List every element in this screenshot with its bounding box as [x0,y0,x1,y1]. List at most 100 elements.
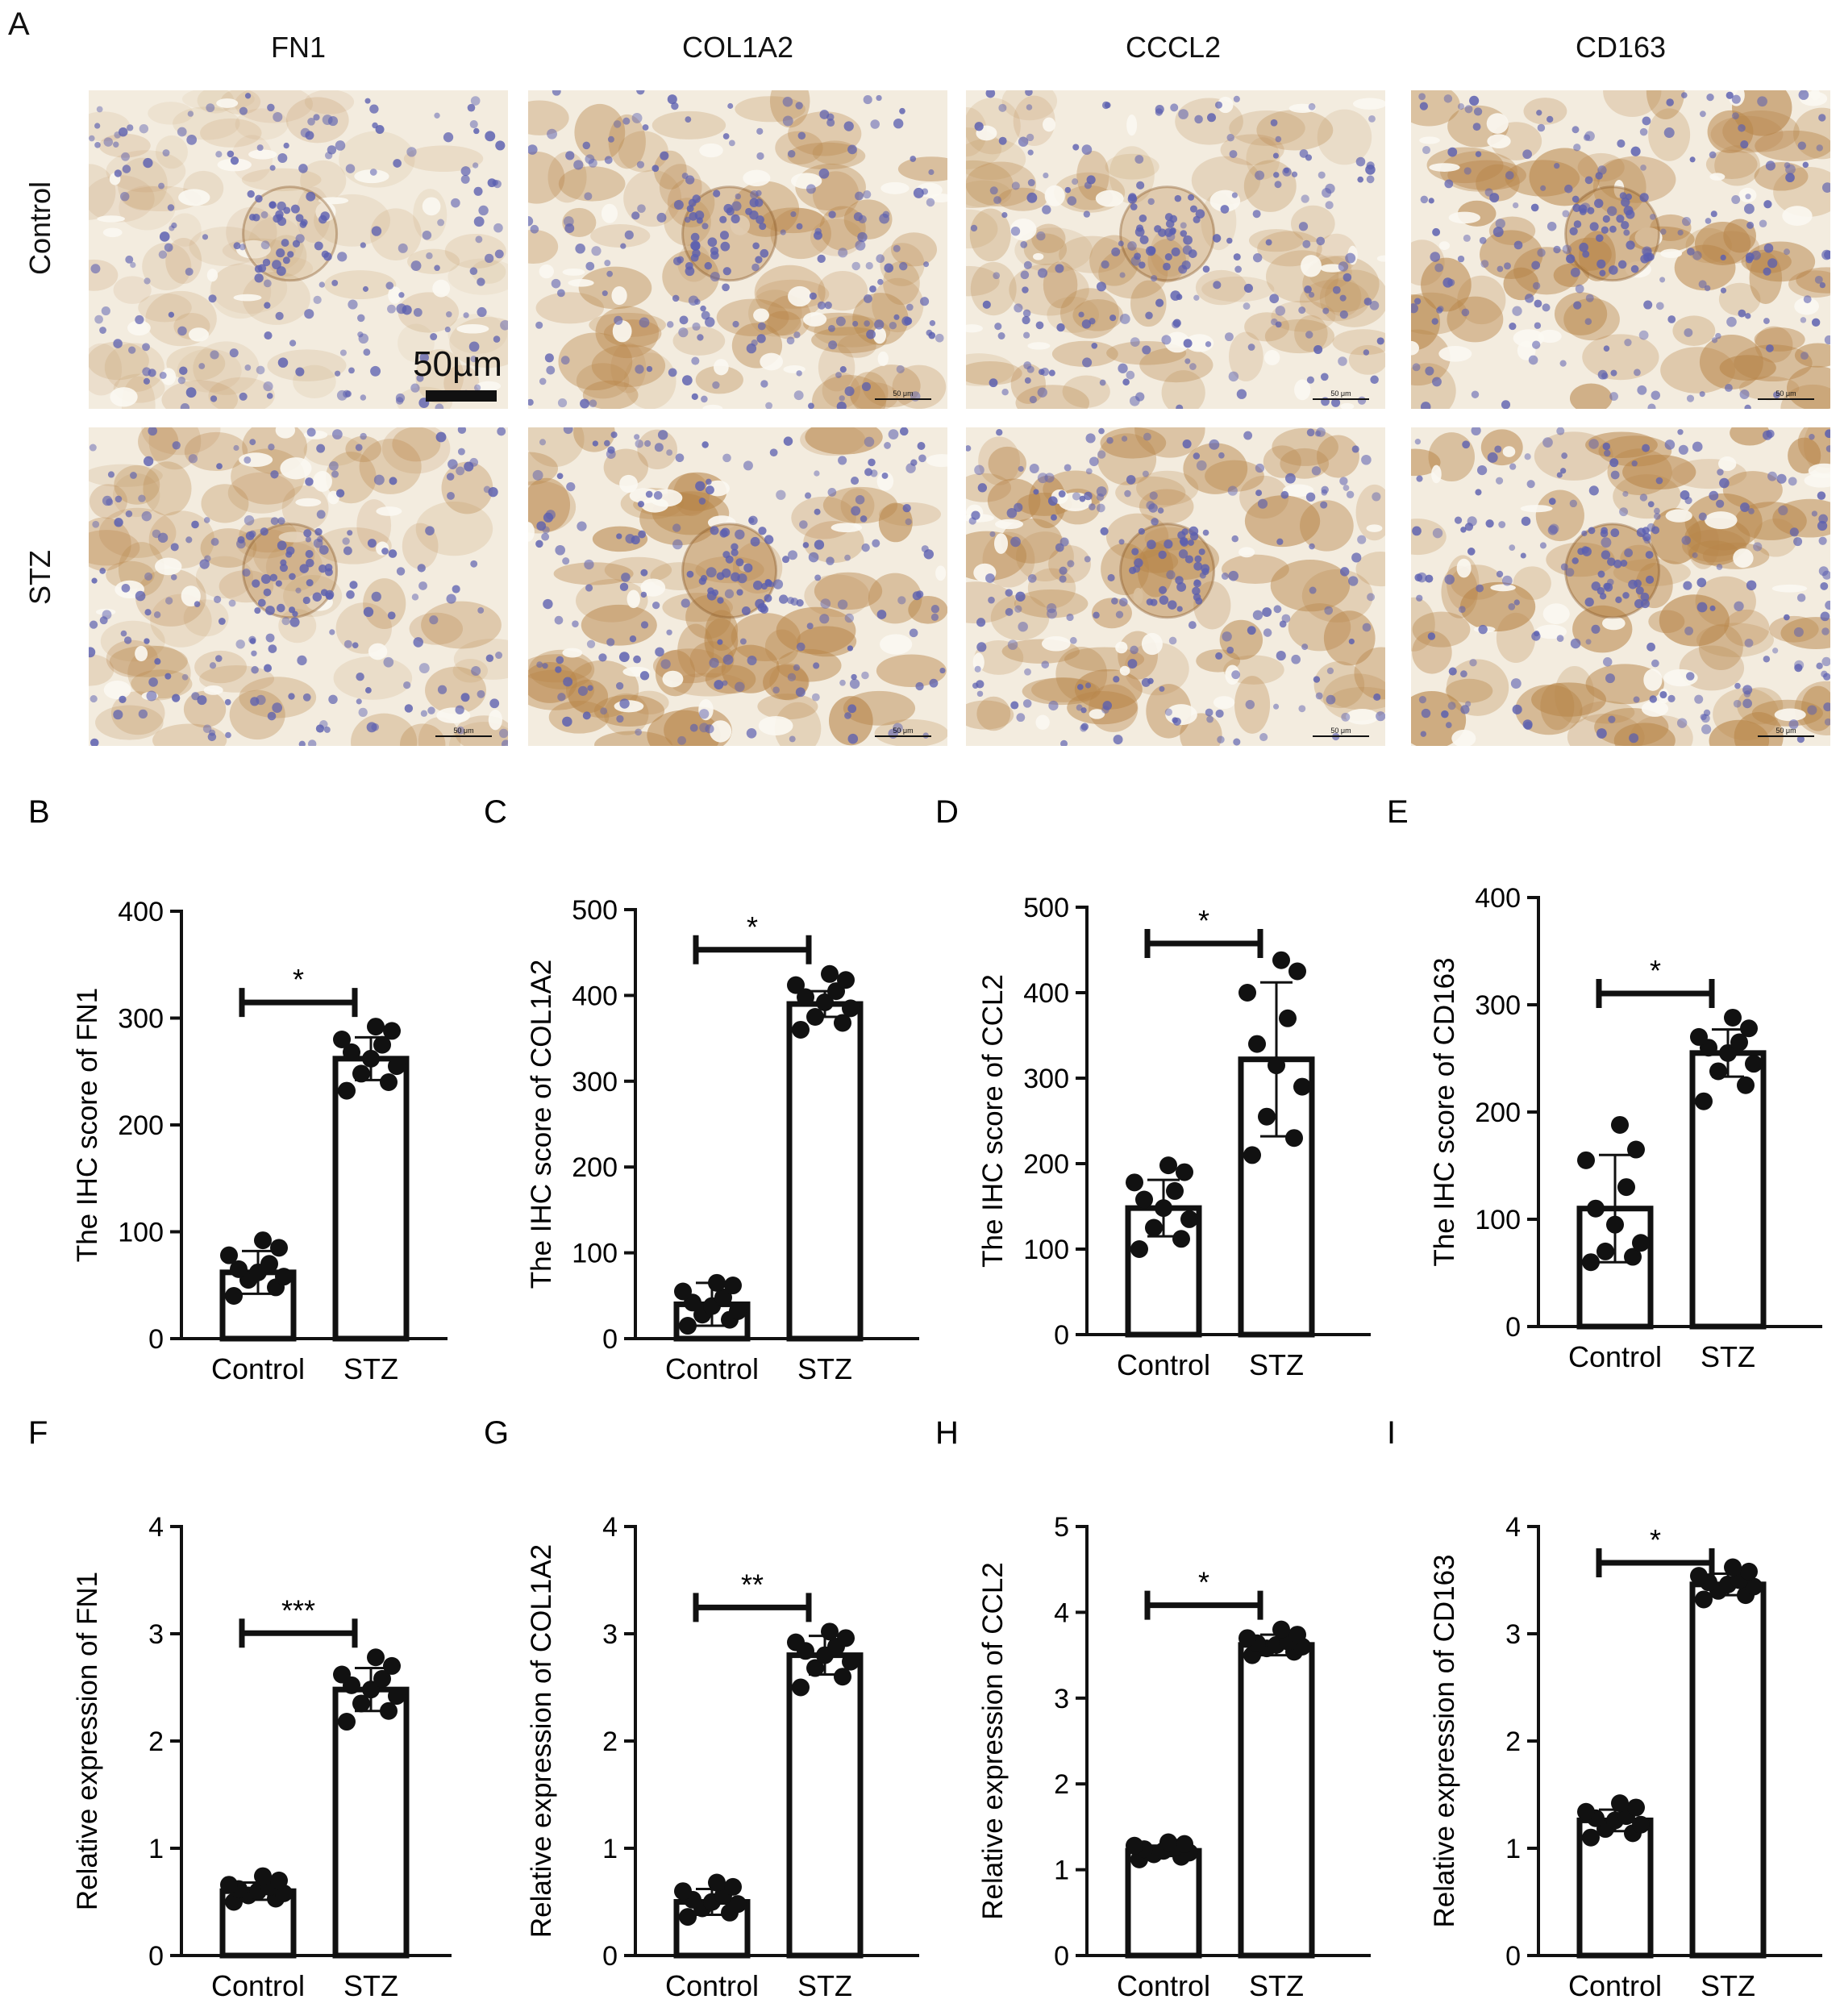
data-point [1632,1815,1650,1834]
bar-stz [786,1652,864,1959]
y-tick-label: 0 [1505,1941,1521,1972]
y-tick-label: 1 [602,1834,618,1864]
data-point [816,993,834,1011]
y-tick-label: 300 [118,1004,164,1035]
micrograph-fn1-control: 50µm [89,90,508,409]
y-tick-label: 200 [1475,1098,1521,1128]
chart-h-ccl2: H 0 1 2 3 4 5 Relative expression of CCL2 Contro… [935,1415,1371,2002]
data-point [388,1057,406,1076]
data-point [1577,1151,1595,1169]
data-point [1293,1077,1311,1096]
chart-c-col1a2: C 0 100 200 300 400 500 The IHC score of COL1A2… [484,794,919,1385]
y-tick-label: 3 [1505,1619,1521,1650]
panel-letter-d: D [935,794,959,830]
x-tick-label-control: Control [1568,1969,1662,2002]
chart-i-cd163: I 0 1 2 3 4 Relative expression of CD163 Contro… [1387,1415,1822,2002]
micrograph-cd163-control: 50 μm [1411,90,1830,409]
chart-e-cd163: E 0 100 200 300 400 The IHC score of CD163 Cont… [1387,794,1822,1373]
data-point [724,1277,742,1295]
data-point [1632,1234,1650,1252]
y-tick-label: 100 [1023,1235,1069,1265]
micrograph-cd163-stz: 50 μm [1411,427,1830,746]
y-tick-label: 0 [602,1941,618,1972]
x-tick-label-control: Control [211,1969,305,2002]
data-point [792,1020,810,1039]
x-tick-label-stz: STZ [797,1969,852,2002]
y-tick-label: 1 [1505,1834,1521,1864]
y-tick-label: 4 [602,1512,618,1543]
chart-g-col1a2: G 0 1 2 3 4 Relative expression of COL1A2 Contr… [484,1415,919,2002]
column-header-cccl2: CCCL2 [1125,31,1222,64]
data-point [821,1622,839,1641]
data-point [1709,1062,1727,1081]
y-tick-label: 200 [572,1152,618,1183]
micrograph-cccl2-stz: 50 μm [966,427,1385,746]
data-point [1617,1178,1635,1197]
data-point [362,1049,380,1068]
significance-label: * [747,910,758,943]
data-point [1176,1835,1193,1853]
x-tick-label-stz: STZ [343,1352,398,1385]
data-point [1172,1230,1190,1248]
data-point [1288,1626,1306,1644]
data-point [1624,1248,1642,1266]
data-point [1690,1567,1708,1585]
data-point [842,1652,860,1671]
data-point [1159,1833,1177,1851]
data-point [1258,1107,1276,1126]
data-point [1243,1146,1261,1164]
data-point [729,1895,747,1914]
x-tick-label-control: Control [1117,1969,1210,2002]
data-point [338,1713,356,1731]
small-scale-label: 50 μm [1775,389,1796,398]
data-point [1238,1629,1256,1647]
x-tick-label-stz: STZ [1249,1348,1304,1381]
y-axis-label: The IHC score of CCL2 [977,974,1009,1268]
y-tick-label: 0 [1054,1941,1069,1972]
x-tick-label-control: Control [665,1969,759,2002]
significance-label: * [1650,954,1661,987]
data-point [806,1659,824,1677]
y-tick-label: 5 [1054,1512,1069,1543]
data-point [388,1687,406,1706]
y-tick-label: 4 [148,1512,164,1543]
data-point [1166,1181,1184,1200]
data-point [1155,1199,1172,1218]
data-point [1740,1562,1758,1581]
column-header-fn1: FN1 [270,31,326,64]
data-point [1596,1242,1614,1260]
data-point [380,1073,398,1091]
y-axis-label: The IHC score of COL1A2 [526,960,557,1289]
data-point [1285,1129,1303,1148]
data-point [1582,1253,1600,1272]
data-point [1145,1218,1163,1237]
row-header-control: Control [23,181,56,276]
bar-stz [786,1001,864,1342]
data-point [1745,1055,1763,1073]
data-point [270,1871,288,1889]
y-tick-label: 0 [148,1324,164,1355]
small-scale-label: 50 μm [1330,727,1351,735]
data-point [1135,1190,1153,1209]
data-point [724,1877,742,1896]
significance-label: * [293,963,304,996]
data-point [1272,1620,1290,1639]
data-point [837,1629,855,1647]
data-point [1180,1210,1198,1228]
y-tick-label: 3 [602,1619,618,1650]
x-tick-label-control: Control [1117,1348,1210,1381]
data-point [1690,1027,1708,1046]
small-scale-label: 50 μm [453,727,473,735]
data-point [380,1702,398,1720]
small-scale-label: 50 μm [893,727,913,735]
bar-stz [332,1056,410,1342]
y-tick-label: 200 [118,1110,164,1141]
data-point [1248,1035,1266,1053]
y-tick-label: 400 [1023,978,1069,1009]
y-tick-label: 400 [1475,883,1521,914]
micrograph-col1a2-control: 50 μm [528,90,947,409]
data-point [220,1876,238,1894]
data-point [708,1273,726,1292]
data-point [821,964,839,983]
data-point [1745,1577,1763,1596]
